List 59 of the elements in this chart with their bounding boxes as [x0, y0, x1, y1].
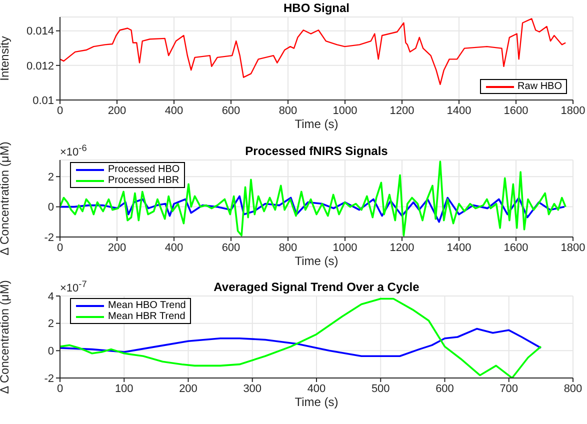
x-tick-label: 600	[222, 242, 240, 254]
x-tick-label: 300	[243, 382, 262, 395]
x-tick-label: 400	[307, 382, 326, 395]
x-tick-label: 1200	[390, 242, 414, 254]
x-tick-label: 800	[278, 242, 298, 254]
chart-title: Processed fNIRS Signals	[245, 144, 388, 158]
y-tick-label: 2	[48, 172, 54, 184]
line-series	[60, 298, 542, 378]
x-tick-label: 1600	[504, 104, 528, 117]
y-tick-label: 4	[48, 290, 54, 303]
line-series	[60, 160, 566, 236]
x-tick-label: 700	[500, 382, 518, 395]
line-series	[60, 195, 566, 223]
y-tick-label: 0	[48, 202, 54, 214]
chart-title: HBO Signal	[282, 1, 350, 15]
x-tick-label: 1000	[332, 104, 358, 117]
y-tick-label: -2	[44, 232, 54, 244]
x-tick-label: 1800	[560, 242, 586, 254]
x-tick-label: 800	[278, 104, 298, 117]
x-tick-label: 1600	[504, 242, 528, 254]
x-tick-label: 600	[436, 382, 454, 395]
x-tick-label: 400	[164, 104, 184, 117]
text: ×10$^{-6}$	[60, 143, 87, 159]
y-tick-label: 0.012	[26, 60, 54, 72]
y-tick-label: 0.01	[32, 94, 54, 107]
x-tick-label: 1800	[560, 104, 586, 117]
y-axis-title: Δ Concentration (μM)	[0, 280, 12, 394]
x-tick-label: 400	[164, 242, 184, 254]
x-axis-title: Time (s)	[294, 254, 340, 268]
y-tick-label: 0	[48, 346, 54, 358]
x-tick-label: 1000	[332, 242, 358, 254]
y-tick-label: 0.014	[26, 26, 54, 38]
legend-label: Processed HBR	[108, 175, 180, 186]
x-tick-label: 0	[56, 242, 64, 254]
x-tick-label: 1400	[446, 104, 472, 117]
y-tick-label: 2	[48, 318, 54, 330]
x-tick-label: 100	[114, 382, 134, 395]
y-axis-title: Intensity	[0, 36, 12, 81]
legend-label: Processed HBO	[108, 164, 180, 175]
x-tick-label: 800	[564, 382, 582, 395]
x-tick-label: 600	[222, 104, 240, 117]
x-tick-label: 0	[56, 382, 64, 395]
x-axis-title: Time (s)	[294, 395, 340, 409]
y-tick-label: -2	[44, 372, 54, 385]
x-tick-label: 200	[179, 382, 198, 395]
legend-label: Raw HBO	[518, 81, 562, 92]
x-tick-label: 1400	[446, 242, 472, 254]
y-axis-title: Δ Concentration (μM)	[0, 142, 12, 256]
chart-title: Averaged Signal Trend Over a Cycle	[214, 280, 420, 294]
line-series	[60, 328, 542, 358]
x-tick-label: 200	[108, 104, 126, 117]
legend-label: Mean HBR Trend	[108, 311, 186, 322]
x-tick-label: 500	[371, 382, 390, 395]
x-tick-label: 1200	[390, 104, 414, 117]
x-tick-label: 200	[108, 242, 126, 254]
x-axis-title: Time (s)	[294, 117, 340, 131]
legend-label: Mean HBO Trend	[108, 300, 186, 311]
text: ×10$^{-7}$	[60, 279, 87, 295]
x-tick-label: 0	[56, 104, 64, 117]
